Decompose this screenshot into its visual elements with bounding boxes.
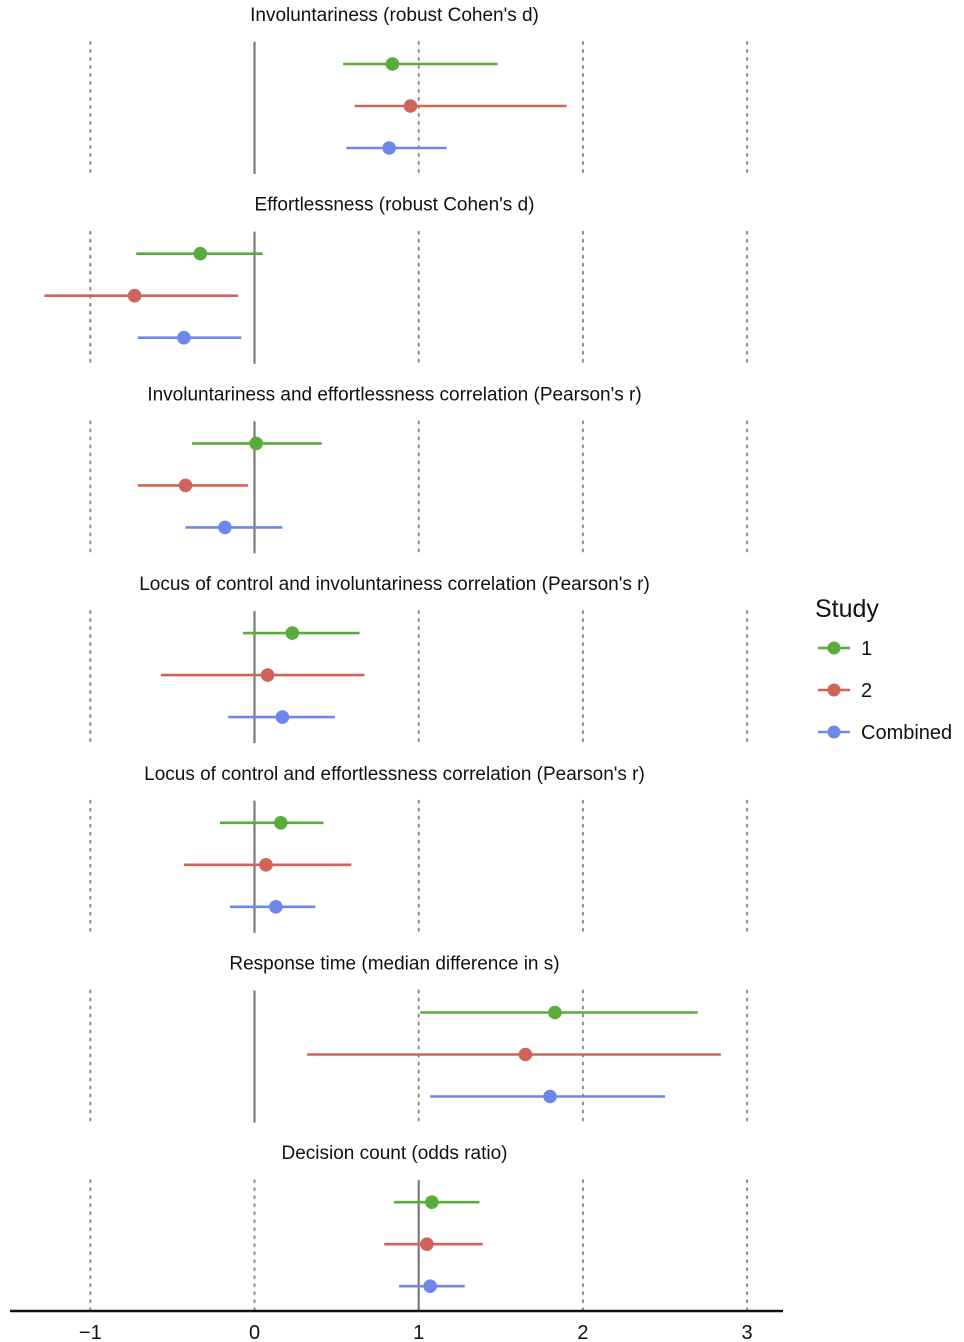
point-estimate-study-1: [425, 1195, 439, 1209]
legend-entry: Combined: [818, 722, 952, 744]
panel-title: Involuntariness (robust Cohen's d): [250, 5, 539, 26]
point-estimate-study-2: [420, 1237, 434, 1251]
point-estimate-study-2: [403, 99, 418, 113]
panel-6: Response time (median difference in s): [89, 954, 749, 1124]
legend-label: 1: [861, 638, 872, 660]
panel-5: Locus of control and effortlessness corr…: [89, 764, 749, 934]
point-estimate-study-combined: [177, 330, 191, 345]
legend-key-point: [827, 641, 841, 655]
point-estimate-study-1: [249, 436, 263, 451]
point-estimate-study-combined: [543, 1089, 557, 1104]
x-tick-label: 0: [249, 1322, 260, 1342]
legend-label: Combined: [861, 722, 952, 744]
point-estimate-study-1: [273, 816, 288, 830]
x-tick-label: −1: [79, 1322, 102, 1342]
point-estimate-study-combined: [423, 1279, 437, 1293]
panel-title: Response time (median difference in s): [229, 954, 559, 975]
legend-key-point: [827, 725, 841, 739]
x-tick-label: 1: [413, 1322, 424, 1342]
panel-title: Locus of control and involuntariness cor…: [139, 574, 650, 595]
panel-7: Decision count (odds ratio): [89, 1143, 749, 1314]
point-estimate-study-2: [260, 668, 275, 682]
x-tick-label: 2: [577, 1322, 588, 1342]
legend-entry: 2: [818, 680, 872, 702]
legend-title: Study: [815, 595, 879, 623]
panel-4: Locus of control and involuntariness cor…: [89, 574, 749, 745]
legend-label: 2: [861, 680, 872, 702]
panel-2: Effortlessness (robust Cohen's d): [44, 195, 749, 365]
point-estimate-study-2: [259, 858, 273, 872]
panel-1: Involuntariness (robust Cohen's d): [89, 5, 749, 175]
legend: Study 1 2 Combined: [815, 595, 952, 744]
point-estimate-study-1: [548, 1005, 562, 1020]
legend-entry: 1: [818, 638, 872, 660]
point-estimate-study-1: [285, 626, 300, 640]
x-tick-label: 3: [742, 1322, 753, 1342]
legend-key-point: [827, 683, 841, 697]
panel-title: Locus of control and effortlessness corr…: [144, 764, 645, 785]
point-estimate-study-1: [385, 57, 400, 71]
point-estimate-study-combined: [218, 520, 232, 535]
point-estimate-study-2: [518, 1047, 533, 1062]
panel-title: Involuntariness and effortlessness corre…: [147, 384, 641, 405]
point-estimate-study-2: [127, 288, 142, 303]
panels-layer: Involuntariness (robust Cohen's d) Effort…: [44, 5, 749, 1314]
point-estimate-study-combined: [275, 710, 290, 724]
panel-3: Involuntariness and effortlessness corre…: [89, 384, 749, 555]
point-estimate-study-2: [178, 478, 193, 493]
point-estimate-study-combined: [269, 900, 283, 914]
x-axis: −1 0 1 2 3: [10, 1309, 783, 1342]
panel-title: Effortlessness (robust Cohen's d): [255, 195, 535, 216]
point-estimate-study-combined: [382, 141, 396, 155]
panel-title: Decision count (odds ratio): [282, 1143, 508, 1164]
point-estimate-study-1: [193, 246, 208, 261]
